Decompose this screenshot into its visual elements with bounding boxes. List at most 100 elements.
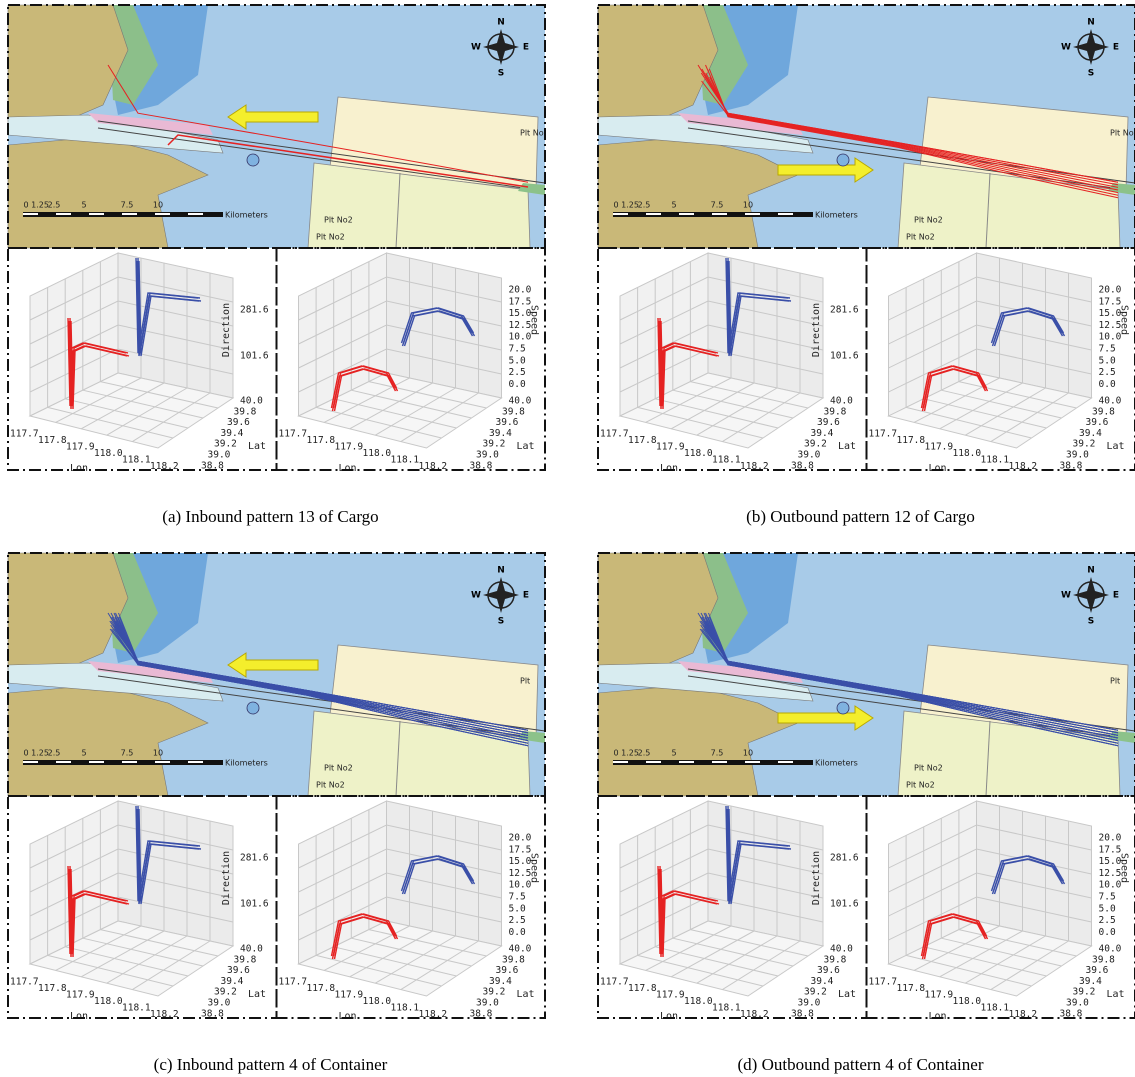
y-tick-label: 39.8 — [502, 954, 525, 965]
z-axis-label: Direction — [811, 303, 822, 357]
grid-line — [106, 935, 188, 984]
grid-line — [29, 324, 234, 369]
channel — [687, 120, 1135, 184]
scale-unit: Kilometers — [815, 759, 858, 768]
grid-line — [298, 348, 502, 393]
z-tick-label: 17.5 — [1099, 296, 1122, 307]
y-tick-label: 39.2 — [804, 987, 827, 998]
trajectory — [993, 310, 1066, 347]
x-tick-label: 117.9 — [656, 442, 685, 453]
x-tick-label: 117.7 — [869, 429, 898, 440]
grid-line — [888, 324, 1092, 369]
place-label: Plt No2 — [906, 233, 935, 242]
grid-line — [905, 406, 1032, 439]
grid-line — [637, 954, 764, 987]
x-axis-label: Lon — [660, 1011, 678, 1022]
trajectory — [707, 628, 1119, 739]
y-tick-label: 39.0 — [798, 998, 821, 1009]
trajectory — [403, 310, 476, 347]
plot-frame — [275, 795, 546, 1019]
x-tick-label: 117.9 — [925, 442, 954, 453]
y-tick-label: 40.0 — [509, 396, 532, 407]
scale-label: 10 — [153, 749, 163, 758]
grid-line — [958, 929, 1077, 957]
z-tick-label: 101.6 — [830, 351, 859, 362]
grid-line — [351, 389, 472, 419]
scale-unit: Kilometers — [225, 211, 268, 220]
x-tick-label: 118.0 — [953, 448, 982, 459]
scale-bar-segment — [679, 761, 694, 763]
trajectory — [660, 320, 720, 410]
y-tick-label: 39.8 — [234, 954, 257, 965]
scale-bar-segment — [56, 213, 71, 215]
x-tick-label: 118.2 — [419, 461, 448, 472]
grid-line — [722, 940, 801, 991]
scale-bar-segment — [155, 213, 170, 215]
x-tick-label: 118.0 — [684, 996, 713, 1007]
x-tick-label: 118.1 — [981, 455, 1010, 466]
grid-line — [349, 382, 433, 430]
x-tick-label: 117.8 — [307, 435, 336, 446]
grid-line — [923, 398, 1047, 429]
grid-line — [888, 348, 1092, 393]
grid-line — [80, 382, 165, 430]
grid-line — [905, 954, 1032, 987]
y-tick-label: 39.4 — [811, 428, 834, 439]
channel — [687, 668, 1135, 732]
caption: (c) Inbound pattern 4 of Container — [154, 1055, 388, 1074]
y-tick-label: 40.0 — [240, 944, 263, 955]
z-tick-label: 0.0 — [1099, 379, 1116, 390]
trajectory — [137, 805, 201, 902]
scale-label: 10 — [743, 201, 753, 210]
z-tick-label: 0.0 — [509, 379, 526, 390]
scale-bar-segment — [89, 761, 104, 763]
grid-line — [722, 392, 801, 443]
buoy — [836, 153, 850, 167]
compass-label: W — [471, 591, 481, 601]
z-tick-label: 20.0 — [509, 833, 532, 844]
x-tick-label: 117.9 — [335, 990, 364, 1001]
x-tick-label: 118.0 — [953, 996, 982, 1007]
z-tick-label: 20.0 — [1099, 833, 1122, 844]
floor — [297, 372, 503, 449]
x-tick-label: 118.2 — [1009, 461, 1038, 472]
scale-bar-segment — [23, 213, 38, 215]
compass-label: E — [1113, 591, 1119, 601]
y-axis-label: Lat — [248, 441, 266, 452]
compass-star — [1073, 29, 1109, 65]
grid-line — [619, 896, 824, 941]
grid-line — [645, 377, 732, 423]
z-tick-label: 17.5 — [1099, 844, 1122, 855]
scale-bar-segment — [646, 761, 661, 763]
y-tick-label: 39.2 — [483, 987, 506, 998]
grid-line — [29, 896, 234, 941]
y-tick-label: 38.8 — [201, 1008, 224, 1019]
scale-bar-segment — [778, 761, 793, 763]
y-tick-label: 39.0 — [476, 998, 499, 1009]
z-axis-label: Speed — [1119, 853, 1130, 883]
direction-arrow — [777, 157, 874, 183]
y-tick-label: 39.4 — [1079, 428, 1102, 439]
trajectory — [70, 868, 130, 958]
grid-line — [298, 896, 502, 941]
map-frame — [7, 4, 546, 249]
x-tick-label: 117.7 — [600, 429, 629, 440]
x-tick-label: 118.1 — [391, 1003, 420, 1014]
grid-line — [82, 937, 204, 967]
scale-label: 0 — [23, 201, 28, 210]
dock — [678, 113, 803, 135]
grid-line — [939, 930, 1023, 978]
x-tick-label: 117.9 — [335, 442, 364, 453]
map: N E S W 0 1.252.5 5 7.5 10 Kilometers Plt No2 Plt N… — [597, 552, 1135, 797]
z-tick-label: 17.5 — [509, 844, 532, 855]
trajectory — [138, 260, 202, 357]
caption: (a) Inbound pattern 13 of Cargo — [162, 507, 378, 526]
trajectory — [333, 916, 399, 960]
x-tick-label: 117.9 — [925, 990, 954, 1001]
channel — [97, 668, 546, 732]
y-axis-label: Lat — [517, 989, 535, 1000]
scale-label: 2.5 — [48, 749, 61, 758]
place-label: Plt No — [1110, 129, 1134, 138]
grid-line — [47, 406, 174, 439]
grid-line — [619, 872, 824, 917]
